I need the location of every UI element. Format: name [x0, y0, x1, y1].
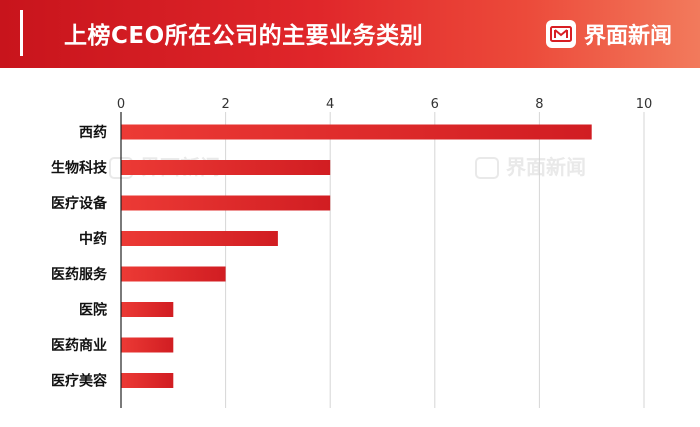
brand: 界面新闻: [545, 18, 672, 50]
watermark-logo-icon: [475, 157, 499, 179]
category-label: 生物科技: [51, 160, 108, 177]
category-label: 医院: [79, 302, 107, 319]
x-tick-label: 4: [326, 97, 334, 112]
x-tick-label: 6: [431, 97, 439, 112]
category-label: 西药: [79, 124, 107, 141]
x-tick-label: 2: [221, 97, 229, 112]
jiemian-logo-icon: [545, 20, 576, 48]
x-tick-labels: 0 2 4 6 8 10: [117, 97, 652, 112]
bar: [121, 160, 331, 175]
bar: [121, 266, 226, 282]
category-label: 医药商业: [51, 337, 107, 354]
category-label: 医疗设备: [51, 195, 108, 212]
watermark: 界面新闻: [475, 155, 586, 179]
bar: [121, 195, 331, 211]
bar: [121, 337, 174, 353]
watermark-text: 界面新闻: [506, 155, 586, 179]
category-label: 医药服务: [51, 266, 108, 283]
bar: [121, 373, 174, 388]
bar: [121, 124, 592, 140]
x-tick-label: 10: [636, 97, 653, 112]
chart-title: 上榜CEO所在公司的主要业务类别: [64, 23, 424, 49]
chart-header: 上榜CEO所在公司的主要业务类别 界面新闻: [0, 0, 700, 68]
brand-name: 界面新闻: [583, 24, 672, 49]
x-tick-label: 0: [117, 97, 125, 112]
x-tick-label: 8: [535, 97, 543, 112]
header-accent-bar: [20, 10, 23, 56]
bar: [121, 231, 278, 246]
bars: [121, 124, 592, 388]
bar: [121, 302, 174, 317]
category-label: 中药: [79, 231, 107, 248]
category-label: 医疗美容: [51, 373, 107, 390]
